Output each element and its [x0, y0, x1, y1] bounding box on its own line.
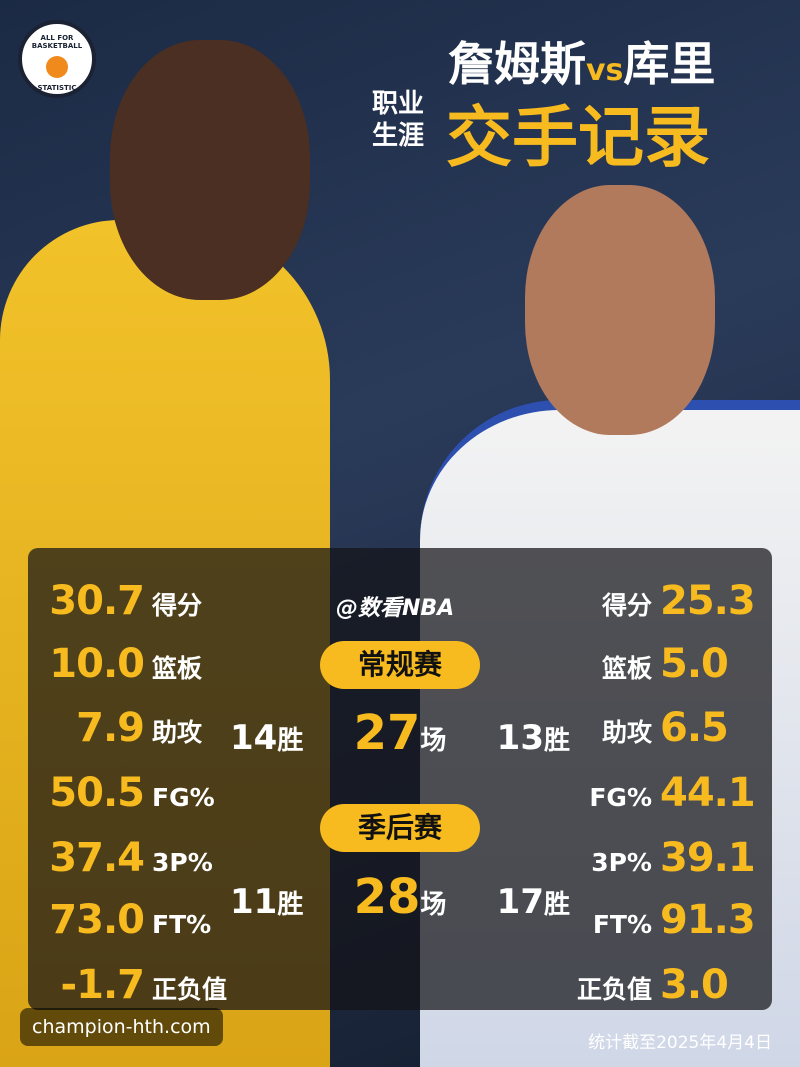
stat-value: 39.1 [660, 835, 756, 881]
stat-value: 91.3 [660, 897, 756, 943]
stat-value: 30.7 [49, 578, 145, 624]
stat-label: 得分 [152, 591, 203, 620]
logo-top: ALL FOR BASKETBALL [31, 34, 83, 50]
stat-value: 7.9 [76, 705, 145, 751]
win-unit: 胜 [543, 726, 570, 756]
games: 27 [353, 705, 421, 761]
game-unit: 场 [420, 890, 447, 920]
right-player-head [525, 185, 715, 435]
stat-value: 10.0 [49, 641, 145, 687]
logo-bottom: STATISTIC [37, 84, 77, 92]
logo-ball [46, 56, 68, 78]
stat-label: 3P% [152, 848, 213, 877]
stat-value: -1.7 [60, 962, 145, 1008]
stat-label: 得分 [601, 591, 652, 620]
title-line: 詹姆斯 vs 库里 [448, 28, 715, 94]
game-unit: 场 [420, 726, 447, 756]
footnote: 统计截至2025年4月4日 [588, 1033, 772, 1053]
right-stat-row: 3P% 39.1 [540, 835, 760, 881]
right-wins: 17 [496, 882, 544, 922]
left-stat-row: 7.9 助攻 [20, 705, 240, 751]
stat-label: FG% [152, 783, 215, 812]
left-stat-row: -1.7 正负值 [20, 962, 240, 1008]
stats-panel [28, 548, 772, 1010]
stat-value: 37.4 [49, 835, 145, 881]
source: @数看NBA [336, 596, 455, 621]
right-stat-row: 篮板 5.0 [540, 641, 760, 687]
left-stat-row: 73.0 FT% [20, 897, 240, 943]
stat-label: 正负值 [576, 975, 652, 1004]
main-title: 交手记录 [446, 99, 710, 176]
stat-value: 25.3 [660, 578, 756, 624]
logo: ALL FOR BASKETBALL STATISTIC [18, 20, 96, 98]
stat-label: 篮板 [601, 654, 652, 683]
stat-label: FG% [589, 783, 652, 812]
watermark: champion-hth.com [20, 1008, 223, 1046]
left-stat-row: 37.4 3P% [20, 835, 240, 881]
left-player-head [110, 40, 310, 300]
stat-label: 正负值 [152, 975, 228, 1004]
right-stat-row: 助攻 6.5 [540, 705, 760, 751]
left-stat-row: 10.0 篮板 [20, 641, 240, 687]
right-stat-row: FG% 44.1 [540, 770, 760, 816]
win-unit: 胜 [277, 890, 304, 920]
stat-value: 3.0 [660, 962, 729, 1008]
games: 28 [353, 869, 421, 925]
playoffs-label: 季后赛 [320, 804, 480, 852]
left-wins: 14 [230, 718, 278, 758]
subtitle-1: 职业 [372, 89, 425, 119]
stat-value: 6.5 [660, 705, 729, 751]
regular-record: 14胜 27场 13胜 [230, 705, 570, 761]
subtitle-2: 生涯 [372, 121, 425, 151]
stat-value: 5.0 [660, 641, 729, 687]
stat-label: 3P% [591, 848, 652, 877]
win-unit: 胜 [543, 890, 570, 920]
right-stat-row: FT% 91.3 [540, 897, 760, 943]
right-wins: 13 [496, 718, 544, 758]
right-stat-row: 得分 25.3 [540, 578, 760, 624]
stat-value: 73.0 [49, 897, 145, 943]
left-name: 詹姆斯 [448, 37, 586, 91]
right-name: 库里 [623, 37, 716, 91]
playoffs-record: 11胜 28场 17胜 [230, 869, 570, 925]
regular-label: 常规赛 [320, 641, 480, 689]
vs: vs [586, 53, 624, 88]
right-stat-row: 正负值 3.0 [540, 962, 760, 1008]
subtitle: 职业 生涯 [372, 88, 424, 152]
stat-label: 篮板 [152, 654, 203, 683]
stat-label: 助攻 [601, 718, 652, 747]
stat-label: 助攻 [152, 718, 203, 747]
stat-label: FT% [592, 910, 652, 939]
stat-value: 50.5 [49, 770, 145, 816]
win-unit: 胜 [277, 726, 304, 756]
stat-label: FT% [152, 910, 212, 939]
left-stat-row: 30.7 得分 [20, 578, 240, 624]
left-stat-row: 50.5 FG% [20, 770, 240, 816]
stat-value: 44.1 [660, 770, 756, 816]
left-wins: 11 [230, 882, 278, 922]
